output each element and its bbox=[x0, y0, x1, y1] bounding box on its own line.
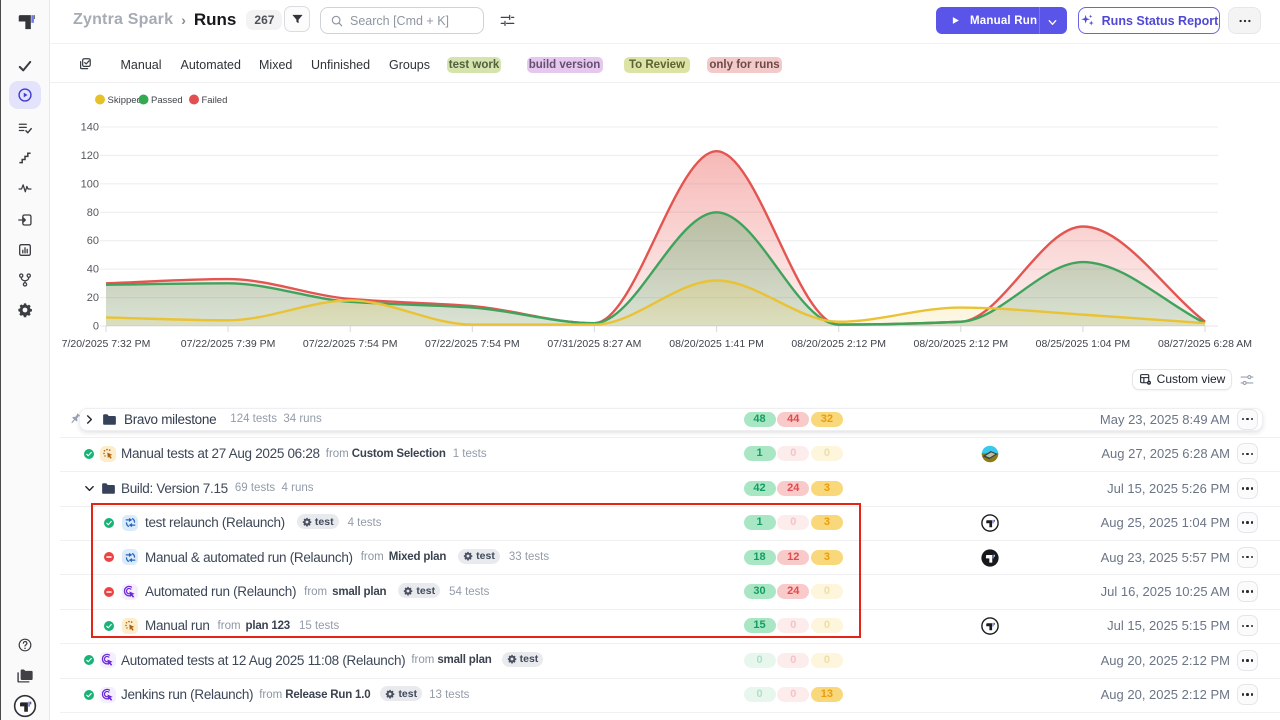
svg-text:40: 40 bbox=[87, 264, 99, 276]
svg-text:80: 80 bbox=[87, 207, 99, 219]
svg-text:140: 140 bbox=[81, 122, 99, 134]
svg-text:0: 0 bbox=[93, 321, 99, 333]
svg-text:08/20/2025 1:41 PM: 08/20/2025 1:41 PM bbox=[669, 338, 764, 350]
svg-text:07/22/2025 7:54 PM: 07/22/2025 7:54 PM bbox=[425, 338, 520, 350]
svg-text:07/22/2025 7:39 PM: 07/22/2025 7:39 PM bbox=[181, 338, 276, 350]
svg-text:7/20/2025 7:32 PM: 7/20/2025 7:32 PM bbox=[62, 338, 151, 350]
svg-text:120: 120 bbox=[81, 150, 99, 162]
svg-text:08/25/2025 1:04 PM: 08/25/2025 1:04 PM bbox=[1036, 338, 1131, 350]
svg-text:08/20/2025 2:12 PM: 08/20/2025 2:12 PM bbox=[914, 338, 1009, 350]
svg-text:08/27/2025 6:28 AM: 08/27/2025 6:28 AM bbox=[1158, 338, 1252, 350]
svg-text:Failed: Failed bbox=[202, 95, 228, 106]
svg-text:20: 20 bbox=[87, 292, 99, 304]
svg-text:Skipped: Skipped bbox=[108, 95, 142, 106]
svg-text:60: 60 bbox=[87, 235, 99, 247]
svg-text:100: 100 bbox=[81, 178, 99, 190]
svg-text:08/20/2025 2:12 PM: 08/20/2025 2:12 PM bbox=[791, 338, 886, 350]
svg-text:07/31/2025 8:27 AM: 07/31/2025 8:27 AM bbox=[547, 338, 641, 350]
svg-text:Passed: Passed bbox=[151, 95, 183, 106]
svg-text:07/22/2025 7:54 PM: 07/22/2025 7:54 PM bbox=[303, 338, 398, 350]
